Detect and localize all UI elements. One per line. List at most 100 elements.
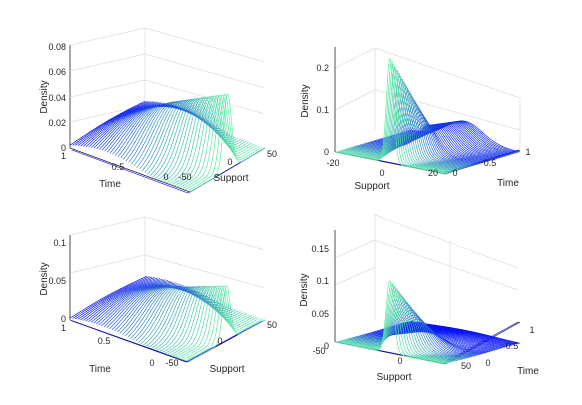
surface-curve (98, 282, 176, 326)
plot-3-z-label: Density (39, 262, 50, 295)
surface-curve (356, 96, 467, 168)
plot-2-z-tick: 0.2 (316, 63, 329, 73)
surface-curve (339, 66, 451, 173)
surface-curve (179, 94, 255, 189)
plot-4-y-tick: 50 (461, 361, 471, 371)
plot-3-ticks: 0.1 0.05 0 1 0.5 0 -50 0 50 (48, 238, 277, 368)
surface-curve (184, 94, 260, 191)
plot-1-z-tick: 0.06 (48, 67, 66, 77)
plot-2-back-grid (334, 47, 521, 150)
plot-1-x-tick: 1 (61, 151, 66, 161)
plot-3-y-tick: 0 (217, 336, 222, 346)
surface-curve (409, 320, 521, 344)
surface-curve (393, 325, 504, 349)
surface-curve (124, 286, 203, 337)
plot-4-z-tick: 0.05 (311, 309, 329, 319)
plot-3-back-grid (69, 216, 266, 290)
surface-curve (334, 280, 446, 365)
plot-1-y-label: Support (213, 173, 248, 184)
surface-curve (77, 101, 154, 146)
plot-4-x-label: Time (517, 366, 539, 377)
surface-curve (341, 69, 452, 173)
surface-curve (85, 102, 162, 147)
surface-curve (189, 93, 266, 193)
plot-2-y-tick: -20 (326, 158, 339, 168)
surface-curve (164, 286, 242, 354)
surface-curve (393, 122, 504, 158)
surface-curve (383, 328, 494, 352)
plot-3-surface (69, 275, 266, 363)
surface-curve (75, 101, 151, 146)
plot-4-z-tick: 0.1 (316, 276, 329, 286)
plot-1-y-tick: 50 (267, 149, 277, 159)
surface-curve (356, 310, 467, 359)
plot-2-ticks: 0.2 0.1 0 -20 0 20 0 0.5 1 (316, 63, 530, 178)
plot-4-x-tick: 1 (529, 325, 534, 335)
surface-curve (396, 122, 507, 157)
surface-curve (83, 101, 159, 147)
plot-3-x-tick: 0 (149, 358, 154, 368)
surface-curve (95, 281, 174, 325)
plot-1-surface (69, 93, 266, 193)
surface-curve (376, 124, 487, 163)
plot-2-x-tick: 0.5 (484, 158, 497, 168)
plot-4-z-label: Density (299, 273, 310, 306)
plot-1-x-tick: 0 (163, 172, 168, 182)
plot-4-surface (334, 280, 521, 365)
plot-2-y-tick: 20 (428, 168, 438, 178)
surface-curve (359, 314, 471, 358)
surface-curve (338, 63, 449, 174)
surface-curve (77, 277, 156, 320)
plot-3-x-tick: 0.5 (98, 336, 111, 346)
surface-curve (174, 285, 253, 358)
plot-4-z-tick: 0.15 (311, 244, 329, 254)
plot-3-z-tick: 0.1 (53, 238, 66, 248)
plot-3-floor-outline (71, 320, 263, 363)
plot-3: 0.1 0.05 0 1 0.5 0 -50 0 50 Density Time… (39, 216, 277, 375)
surface-curve (101, 283, 179, 326)
surface-curve (127, 286, 205, 338)
surface-curve (185, 285, 263, 362)
plot-1-z-tick: 0 (61, 143, 66, 153)
surface-curve (165, 97, 242, 184)
surface-curve (69, 275, 148, 319)
plot-1-y-tick: -50 (178, 172, 191, 182)
surface-curve (168, 96, 244, 185)
plot-1-back-grid (69, 27, 266, 123)
surface-curve (93, 280, 171, 324)
plot-2-x-label: Time (497, 178, 519, 189)
plot-4-y-tick: -50 (312, 346, 325, 356)
plot-3-y-label: Support (209, 364, 244, 375)
surface-curve (106, 285, 184, 328)
surface-curve (187, 93, 263, 192)
plot-3-x-tick: 1 (61, 323, 66, 333)
surface-curve (391, 122, 502, 158)
plot-4-ticks: 0.15 0.1 0.05 0 -50 0 50 0 0.5 1 (311, 244, 534, 371)
plot-1: 0.08 0.06 0.04 0.02 0 1 0.5 0 -50 0 50 D… (39, 27, 277, 194)
surface-curve (69, 100, 146, 146)
surface-curve (91, 103, 167, 148)
plot-4-x-tick: 0 (485, 358, 490, 368)
surface-curve (368, 117, 479, 165)
surface-curve (88, 279, 166, 322)
surface-curve (72, 100, 148, 146)
surface-curve (381, 124, 492, 161)
surface-curve (408, 321, 519, 345)
surface-curve (111, 286, 190, 331)
surface-curve (119, 286, 197, 334)
surface-curve (338, 284, 449, 364)
plot-2-z-tick: 0 (324, 147, 329, 157)
surface-curve (88, 102, 164, 148)
plot-2: 0.2 0.1 0 -20 0 20 0 0.5 1 Density Suppo… (300, 47, 531, 192)
surface-curve (363, 319, 474, 357)
surface-curve (346, 296, 457, 362)
surface-curve (85, 278, 163, 322)
surface-curve (334, 58, 446, 175)
plot-4-z-tick: 0 (324, 341, 329, 351)
plot-4-y-tick: 0 (397, 356, 402, 366)
plot-1-x-label: Time (99, 179, 121, 190)
surface-curve (122, 286, 200, 335)
surface-curve (187, 285, 266, 363)
plot-3-y-tick: 50 (267, 320, 277, 330)
